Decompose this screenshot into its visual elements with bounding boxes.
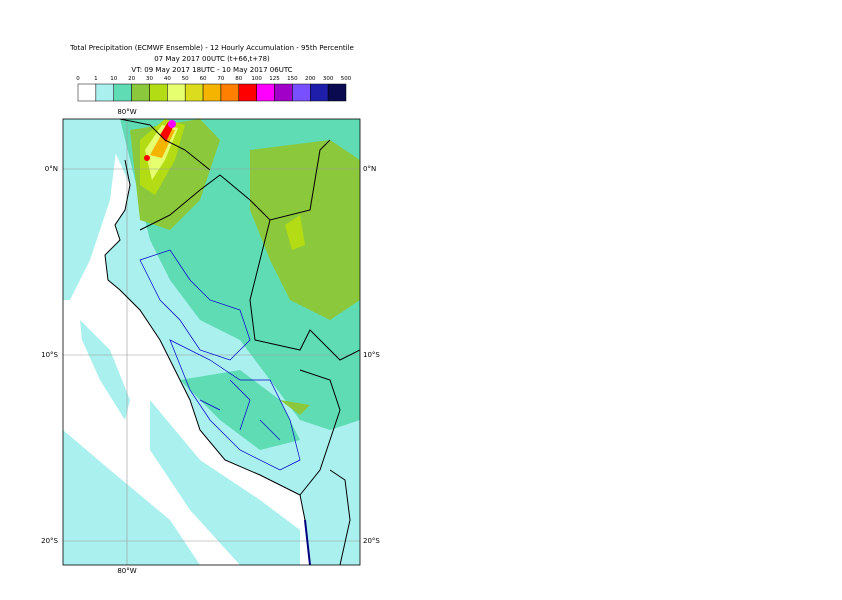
- legend-swatch: [184, 83, 204, 102]
- lon-label: 80°W: [117, 108, 136, 116]
- lon-label: 80°W: [117, 567, 136, 575]
- legend-swatch: [202, 83, 222, 102]
- run-time: 07 May 2017 00UTC (t+66,t+78): [154, 55, 270, 63]
- legend-label: 70: [217, 76, 224, 82]
- legend-swatch: [310, 83, 329, 102]
- lat-label: 0°N: [363, 165, 376, 173]
- legend-label: 500: [341, 76, 352, 82]
- legend-label: 1: [94, 76, 98, 82]
- lat-label: 0°N: [45, 165, 58, 173]
- valid-time: VT: 09 May 2017 18UTC - 10 May 2017 06UT…: [131, 66, 292, 74]
- legend-label: 150: [287, 76, 298, 82]
- legend-swatch: [220, 83, 240, 102]
- lat-label: 20°S: [363, 537, 380, 545]
- legend-label: 125: [269, 76, 280, 82]
- legend-swatch: [77, 83, 97, 102]
- lat-labels: 0°N 10°S 20°S 0°N 10°S 20°S: [41, 165, 380, 545]
- legend-swatch: [238, 83, 257, 102]
- legend-label: 50: [182, 76, 189, 82]
- legend-swatch: [149, 83, 168, 102]
- legend-swatch: [292, 83, 311, 102]
- legend-swatch: [167, 83, 186, 102]
- legend-swatch: [113, 83, 132, 102]
- legend-swatch: [131, 83, 150, 102]
- legend-label: 30: [146, 76, 153, 82]
- legend-label: 40: [164, 76, 171, 82]
- legend-label: 20: [128, 76, 135, 82]
- legend-swatch: [274, 83, 293, 102]
- legend-label: 80: [235, 76, 242, 82]
- legend-swatch: [256, 83, 275, 102]
- lat-label: 20°S: [41, 537, 58, 545]
- legend-label: 10: [110, 76, 117, 82]
- legend-label: 300: [323, 76, 334, 82]
- map-frame: [62, 118, 361, 566]
- legend-label: 200: [305, 76, 316, 82]
- lat-label: 10°S: [363, 351, 380, 359]
- lat-label: 10°S: [41, 351, 58, 359]
- legend-label: 0: [76, 76, 80, 82]
- title: Total Precipitation (ECMWF Ensemble) - 1…: [69, 44, 354, 52]
- map: [63, 119, 360, 565]
- legend-swatch: [327, 83, 347, 102]
- legend-label: 60: [200, 76, 207, 82]
- legend-label: 100: [251, 76, 262, 82]
- legend-swatch: [95, 83, 114, 102]
- legend: 0 1 10 20 30 40 50 60 70 80 100 125 150 200 300 500: [76, 76, 352, 102]
